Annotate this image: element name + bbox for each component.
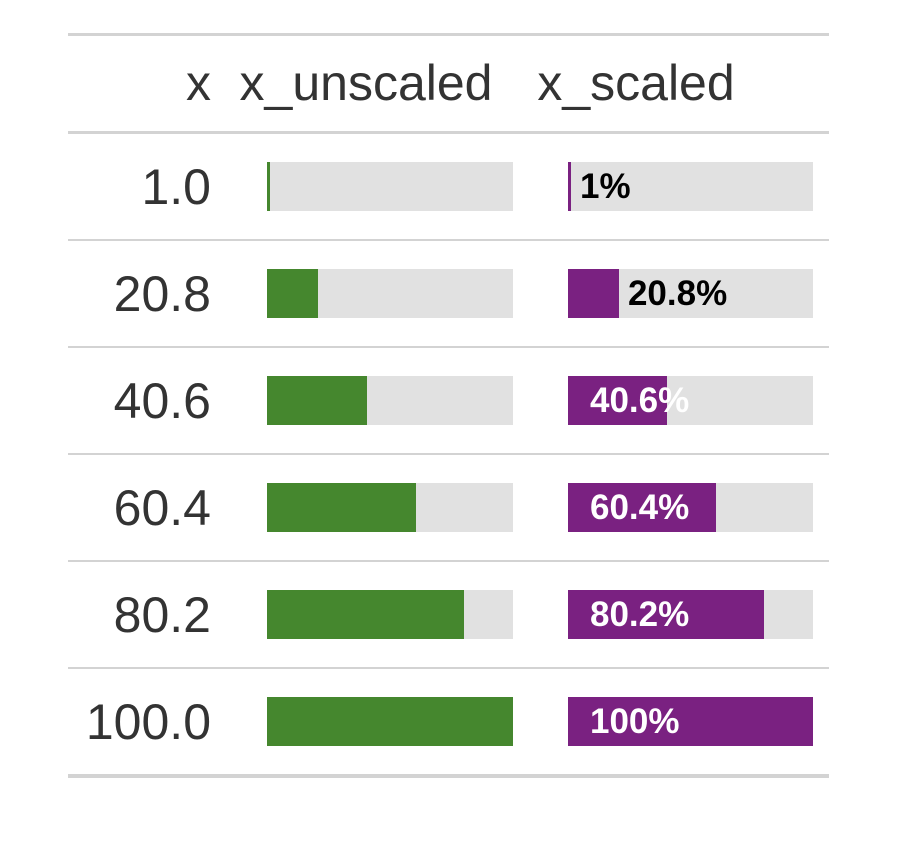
column-header-x-scaled: x_scaled	[537, 55, 735, 111]
x-value: 40.6	[113, 372, 211, 429]
scaled-bar-label: 100%	[590, 702, 680, 741]
table-row: 60.4 60.4%	[68, 455, 829, 562]
unscaled-bar	[267, 483, 513, 532]
scaled-bar-fill	[568, 590, 765, 639]
column-header-x: x	[186, 55, 211, 111]
scaled-bar-label: 40.6%	[590, 381, 690, 420]
scaled-bar-fill	[568, 269, 619, 318]
x-value: 20.8	[113, 265, 211, 322]
unscaled-bar	[267, 376, 513, 425]
table-row: 40.6 40.6%	[68, 348, 829, 455]
table-row: 80.2 80.2%	[68, 562, 829, 669]
unscaled-bar-fill	[267, 269, 319, 318]
scaled-bar-fill	[568, 162, 571, 211]
unscaled-bar-fill	[267, 590, 465, 639]
unscaled-bar-fill	[267, 697, 513, 746]
scaled-bar: 20.8%	[568, 269, 813, 318]
scaled-bar-label: 20.8%	[627, 274, 728, 313]
unscaled-bar-fill	[267, 376, 367, 425]
scaled-bar-fill	[568, 697, 813, 746]
table-row: 1.0 1%	[68, 134, 829, 241]
x-value: 1.0	[141, 158, 211, 215]
x-value: 80.2	[113, 586, 211, 643]
data-table: x x_unscaled x_scaled 1.0 1% 20.8 20.8%	[68, 33, 829, 778]
unscaled-bar	[267, 590, 513, 639]
scaled-bar: 100%	[568, 697, 813, 746]
scaled-bar-label: 1%	[580, 167, 631, 206]
scaled-bar: 80.2%	[568, 590, 813, 639]
column-header-x-unscaled: x_unscaled	[239, 55, 493, 111]
x-value: 100.0	[85, 693, 211, 750]
scaled-bar: 40.6%	[568, 376, 813, 425]
scaled-bar-fill	[568, 483, 716, 532]
scaled-bar-fill	[568, 376, 668, 425]
scaled-bar-label: 80.2%	[590, 595, 690, 634]
scaled-bar: 1%	[568, 162, 813, 211]
table-header-row: x x_unscaled x_scaled	[68, 36, 829, 134]
x-value: 60.4	[113, 479, 211, 536]
table-row: 100.0 100%	[68, 669, 829, 774]
unscaled-bar	[267, 162, 513, 211]
unscaled-bar	[267, 697, 513, 746]
scaled-bar: 60.4%	[568, 483, 813, 532]
table-row: 20.8 20.8%	[68, 241, 829, 348]
unscaled-bar-fill	[267, 162, 270, 211]
unscaled-bar	[267, 269, 513, 318]
unscaled-bar-fill	[267, 483, 416, 532]
scaled-bar-label: 60.4%	[590, 488, 690, 527]
